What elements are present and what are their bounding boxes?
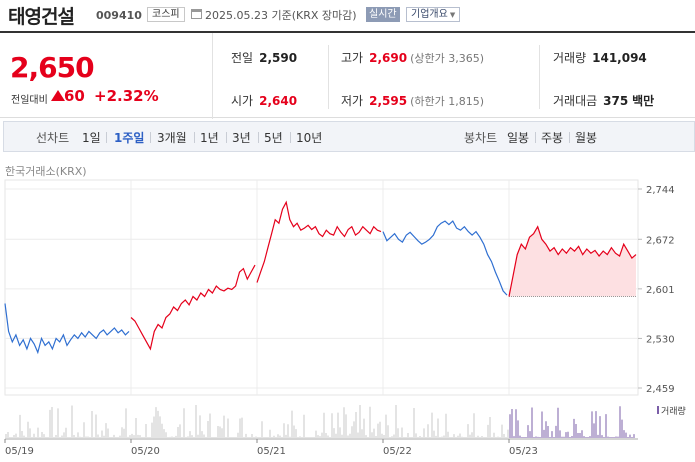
divider: [569, 132, 570, 143]
price-chart-svg: 2,744 2,672 2,601 2,530 2,459 05/19 05/20 05/21…: [4, 179, 686, 457]
price-line-05/21: [256, 200, 382, 283]
divider: [535, 132, 536, 143]
x-tick-label: 05/22: [383, 446, 412, 457]
line-chart-label: 선차트: [36, 131, 70, 145]
divider: [194, 132, 195, 143]
trade-amount: 거래대금 375 백만: [553, 92, 654, 109]
price-box: 2,650 전일대비 60 +2.32%: [0, 33, 213, 119]
price-line-05/20: [130, 264, 256, 351]
trade-amount-label: 거래대금: [553, 94, 598, 108]
price-line-05/19: [4, 303, 130, 355]
stock-header: 태영건설 009410 코스피 2025.05.23 기준(KRX 장마감) 실…: [0, 0, 695, 30]
y-tick-label: 2,459: [646, 384, 675, 395]
divider: [150, 132, 151, 143]
period-1d[interactable]: 1일: [82, 131, 101, 145]
realtime-button[interactable]: 실시간: [366, 7, 400, 22]
y-tick-label: 2,530: [646, 334, 675, 345]
period-3m[interactable]: 3개월: [157, 131, 187, 145]
y-tick-label: 2,672: [646, 235, 675, 246]
divider: [106, 132, 107, 143]
price-line-05/22: [382, 220, 508, 296]
volume-label: 거래량: [553, 51, 587, 65]
company-overview-label: 기업개요: [411, 9, 448, 20]
chart-source: 한국거래소(KRX): [5, 165, 87, 178]
price-line-05/23: [508, 225, 637, 297]
calendar-icon: [191, 9, 202, 19]
volume: 거래량 141,094: [553, 49, 647, 66]
low-label: 저가: [341, 94, 364, 108]
candle-daily[interactable]: 일봉: [507, 131, 530, 145]
change-value: 60: [64, 87, 85, 105]
volume-value: 141,094: [592, 51, 647, 65]
up-area-fill: [509, 226, 636, 297]
company-overview-dropdown[interactable]: 기업개요 ▼: [406, 7, 461, 22]
x-tick-label: 05/19: [5, 446, 34, 457]
up-arrow-icon: [51, 90, 65, 101]
stock-name: 태영건설: [8, 6, 75, 28]
change-percent: +2.32%: [94, 87, 159, 105]
x-tick-label: 05/21: [257, 446, 286, 457]
period-selector: 선차트 1일 1주일 3개월 1년 3년 5년 10년 봉차트 일봉 주봉 월봉: [3, 121, 695, 152]
period-1w[interactable]: 1주일: [114, 131, 145, 145]
caret-down-icon: ▼: [449, 11, 456, 19]
y-tick-label: 2,601: [646, 285, 675, 296]
y-tick-label: 2,744: [646, 185, 675, 196]
divider: [328, 45, 329, 109]
candle-monthly[interactable]: 월봉: [575, 131, 598, 145]
low-value: 2,595: [369, 94, 408, 108]
lower-limit: (하한가 1,815): [410, 95, 484, 108]
x-tick-label: 05/20: [131, 446, 160, 457]
period-5y[interactable]: 5년: [264, 131, 283, 145]
trade-amount-unit: 백만: [632, 94, 655, 108]
low-price: 저가 2,595 (하한가 1,815): [341, 92, 484, 109]
open-value: 2,640: [259, 94, 298, 108]
plot-border: [4, 179, 639, 396]
quote-panel: 2,650 전일대비 60 +2.32% 전일 2,590 시가 2,640 고가 2…: [0, 31, 695, 119]
divider: [539, 45, 540, 109]
current-price: 2,650: [10, 51, 95, 84]
open-label: 시가: [231, 94, 254, 108]
period-3y[interactable]: 3년: [232, 131, 251, 145]
x-tick-label: 05/23: [509, 446, 538, 457]
divider: [290, 132, 291, 143]
candle-chart-label: 봉차트: [464, 131, 498, 145]
volume-legend-swatch: [657, 406, 659, 414]
divider: [226, 132, 227, 143]
volume-legend-label: 거래량: [661, 405, 686, 417]
high-price: 고가 2,690 (상한가 3,365): [341, 49, 484, 66]
divider: [258, 132, 259, 143]
price-chart[interactable]: 한국거래소(KRX) 2,744 2,672 2,601 2,530 2,459 05/1…: [0, 152, 695, 462]
stock-code: 009410: [96, 9, 142, 22]
change-label: 전일대비: [11, 95, 48, 106]
upper-limit: (상한가 3,365): [410, 52, 484, 65]
period-1y[interactable]: 1년: [200, 131, 219, 145]
prev-close: 전일 2,590: [231, 49, 297, 66]
prev-close-value: 2,590: [259, 51, 298, 65]
base-date: 2025.05.23 기준(KRX 장마감): [205, 9, 357, 22]
high-value: 2,690: [369, 51, 408, 65]
high-label: 고가: [341, 51, 364, 65]
candle-weekly[interactable]: 주봉: [541, 131, 564, 145]
trade-amount-value: 375: [603, 94, 629, 108]
period-10y[interactable]: 10년: [296, 131, 323, 145]
prev-close-label: 전일: [231, 51, 254, 65]
market-badge: 코스피: [147, 7, 185, 22]
open-price: 시가 2,640: [231, 92, 297, 109]
